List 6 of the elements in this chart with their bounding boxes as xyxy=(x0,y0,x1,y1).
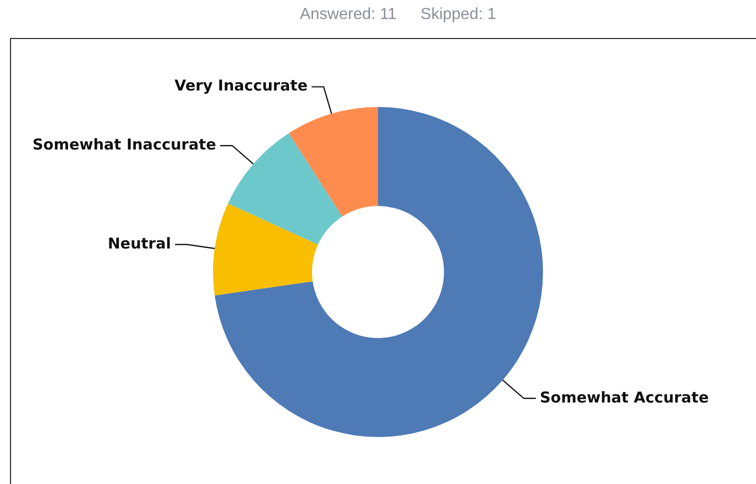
slice-label: Somewhat Inaccurate xyxy=(32,135,216,154)
slice-label: Very Inaccurate xyxy=(174,76,308,95)
slice-label: Neutral xyxy=(108,234,171,252)
chart-title: Answered: 11 xyxy=(300,6,397,23)
chart-subtitle: Skipped: 1 xyxy=(420,6,496,23)
slice-label: Somewhat Accurate xyxy=(540,388,709,406)
